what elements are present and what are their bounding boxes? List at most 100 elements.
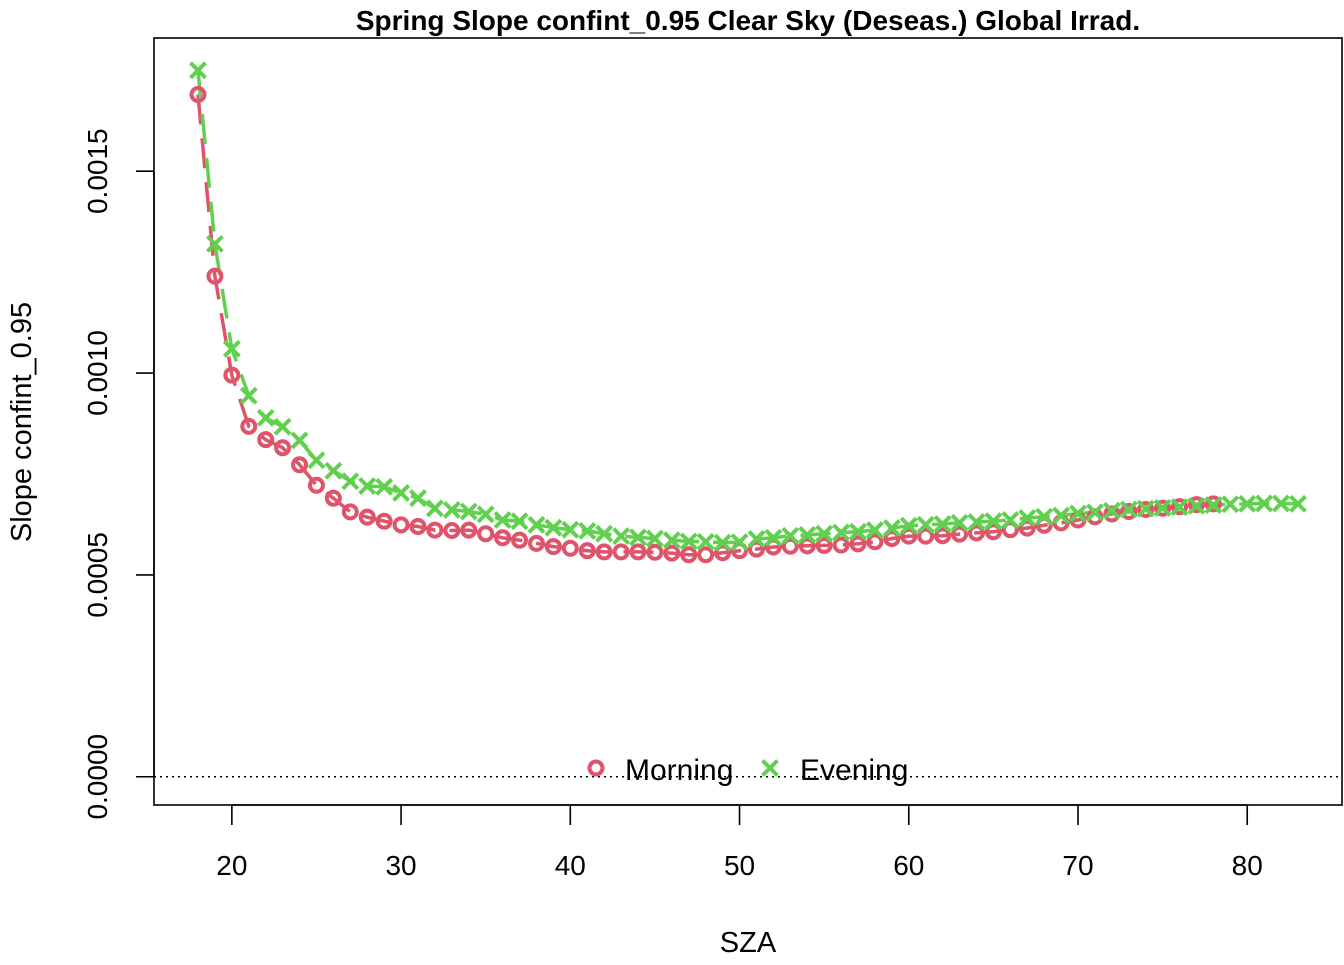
data-point-evening — [662, 531, 681, 550]
data-point-evening — [1035, 507, 1054, 526]
data-point-evening — [578, 521, 597, 540]
data-point-morning — [917, 527, 935, 545]
data-point-morning — [189, 86, 207, 104]
data-point-morning — [951, 525, 969, 543]
data-point-morning — [798, 537, 816, 555]
data-point-evening — [189, 61, 207, 80]
data-point-morning — [494, 529, 512, 547]
legend-label-evening: Evening — [800, 754, 908, 787]
data-point-evening — [375, 477, 394, 496]
data-point-evening — [696, 532, 715, 551]
data-point-morning — [460, 521, 478, 539]
data-point-evening — [510, 512, 529, 531]
data-point-morning — [984, 523, 1002, 541]
data-point-morning — [1154, 499, 1172, 517]
data-point-morning — [832, 536, 850, 554]
data-point-morning — [967, 524, 985, 542]
data-point-morning — [324, 489, 342, 507]
data-point-evening — [426, 499, 444, 518]
data-point-evening — [1153, 498, 1172, 517]
legend-item-morning: Morning — [587, 754, 733, 787]
data-point-morning — [206, 267, 224, 285]
data-point-morning — [307, 476, 325, 494]
y-axis-label: Slope confint_0.95 — [6, 302, 38, 542]
data-point-evening — [561, 520, 580, 539]
legend-symbol-morning — [587, 759, 605, 777]
data-point-evening — [358, 477, 377, 496]
data-point-evening — [1272, 494, 1290, 513]
data-point-morning — [849, 535, 867, 553]
data-point-evening — [967, 513, 986, 531]
data-point-morning — [375, 512, 393, 530]
data-point-evening — [1136, 499, 1155, 518]
data-point-morning — [1171, 498, 1189, 516]
x-axis: 20 30 40 50 60 70 80 — [216, 804, 1263, 881]
data-point-morning — [612, 543, 630, 561]
data-point-morning — [781, 537, 799, 555]
data-point-evening — [206, 234, 224, 253]
data-point-morning — [1204, 495, 1222, 513]
x-tick-label: 80 — [1232, 850, 1263, 881]
chart-title: Spring Slope confint_0.95 Clear Sky (Des… — [356, 5, 1140, 36]
data-point-morning — [1187, 496, 1205, 514]
y-tick-label: 0.0015 — [82, 128, 113, 214]
legend-label-morning: Morning — [625, 754, 733, 787]
data-point-morning — [1103, 505, 1121, 523]
data-point-evening — [798, 526, 817, 544]
data-point-morning — [815, 536, 833, 554]
legend-item-evening: Evening — [761, 754, 908, 787]
y-tick-label: 0.0010 — [82, 330, 113, 416]
fit-line-morning — [196, 94, 1214, 557]
data-point-morning — [240, 417, 258, 435]
y-tick-label: 0.0000 — [82, 734, 113, 820]
x-tick-label: 50 — [724, 850, 755, 881]
data-point-evening — [307, 451, 326, 470]
x-tick-label: 30 — [385, 850, 416, 881]
data-point-evening — [612, 527, 630, 546]
y-axis: 0.0000 0.0005 0.0010 0.0015 — [82, 128, 155, 820]
data-point-evening — [832, 523, 850, 542]
data-point-evening — [442, 500, 461, 519]
x-axis-label: SZA — [720, 927, 777, 959]
data-point-morning — [934, 527, 952, 545]
data-point-evening — [1238, 494, 1257, 513]
data-point-evening — [493, 511, 512, 529]
data-point-evening — [866, 521, 884, 540]
data-point-evening — [849, 522, 867, 541]
data-point-morning — [714, 544, 732, 562]
data-point-morning — [392, 516, 410, 534]
legend-symbol-evening — [761, 759, 779, 777]
data-point-morning — [358, 508, 376, 526]
x-tick-label: 40 — [555, 850, 586, 881]
data-point-evening — [629, 528, 647, 547]
data-point-morning — [426, 521, 444, 539]
data-point-evening — [1102, 501, 1121, 520]
data-point-morning — [341, 503, 359, 521]
data-point-evening — [544, 518, 563, 537]
data-point-evening — [392, 484, 410, 502]
data-point-evening — [341, 472, 360, 491]
data-point-morning — [747, 540, 765, 558]
data-point-evening — [222, 339, 241, 358]
x-tick-label: 20 — [216, 850, 247, 881]
data-point-evening — [256, 408, 275, 427]
data-point-morning — [680, 546, 698, 564]
data-point-evening — [815, 524, 834, 543]
x-tick-label: 60 — [893, 850, 924, 881]
data-point-morning — [1001, 521, 1019, 539]
data-point-morning — [561, 539, 579, 557]
plot-frame — [153, 37, 1343, 806]
data-point-evening — [899, 516, 918, 535]
data-point-evening — [882, 519, 901, 537]
data-point-evening — [1187, 496, 1206, 515]
data-point-evening — [1086, 503, 1104, 522]
data-point-morning — [443, 521, 461, 539]
data-point-morning — [578, 542, 596, 560]
data-point-evening — [459, 502, 478, 521]
data-point-evening — [1001, 511, 1020, 529]
data-point-evening — [1069, 504, 1087, 523]
data-point-morning — [511, 531, 529, 549]
legend-marker-circle — [587, 759, 605, 777]
